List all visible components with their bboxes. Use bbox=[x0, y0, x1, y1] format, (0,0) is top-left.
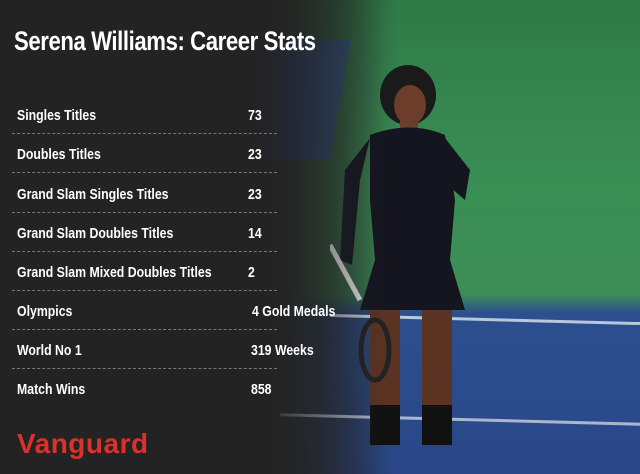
stat-label: Match Wins bbox=[17, 381, 86, 398]
stat-row: Singles Titles 73 bbox=[12, 99, 277, 138]
stat-label: Doubles Titles bbox=[17, 146, 101, 163]
stat-row: Grand Slam Doubles Titles 14 bbox=[12, 217, 277, 256]
divider bbox=[12, 251, 277, 252]
stat-label: Olympics bbox=[17, 303, 73, 320]
divider bbox=[12, 133, 277, 134]
stat-row: Olympics 4 Gold Medals bbox=[12, 295, 335, 334]
stat-row: Match Wins 858 bbox=[17, 373, 277, 412]
stat-value: 858 bbox=[251, 381, 272, 398]
divider bbox=[12, 172, 277, 173]
brand-logo: Vanguard bbox=[17, 428, 149, 459]
divider bbox=[12, 290, 277, 291]
stat-row: Doubles Titles 23 bbox=[12, 138, 277, 177]
stat-value: 73 bbox=[248, 107, 262, 124]
stat-value: 23 bbox=[248, 146, 262, 163]
stat-value: 23 bbox=[248, 186, 262, 203]
stat-row: Grand Slam Singles Titles 23 bbox=[12, 178, 277, 217]
stat-value: 14 bbox=[248, 225, 262, 242]
stat-row: Grand Slam Mixed Doubles Titles 2 bbox=[12, 256, 277, 295]
stat-value: 4 Gold Medals bbox=[252, 303, 336, 320]
stat-value: 2 bbox=[248, 264, 255, 281]
stat-label: Grand Slam Mixed Doubles Titles bbox=[17, 264, 212, 281]
stat-label: Grand Slam Doubles Titles bbox=[17, 225, 174, 242]
stat-label: Singles Titles bbox=[17, 107, 97, 124]
divider bbox=[12, 368, 277, 369]
divider bbox=[12, 212, 277, 213]
stat-value: 319 Weeks bbox=[251, 342, 314, 359]
page-title: Serena Williams: Career Stats bbox=[14, 26, 316, 56]
stat-label: World No 1 bbox=[17, 342, 82, 359]
divider bbox=[12, 329, 277, 330]
stat-row: World No 1 319 Weeks bbox=[12, 334, 314, 373]
stat-label: Grand Slam Singles Titles bbox=[17, 186, 169, 203]
